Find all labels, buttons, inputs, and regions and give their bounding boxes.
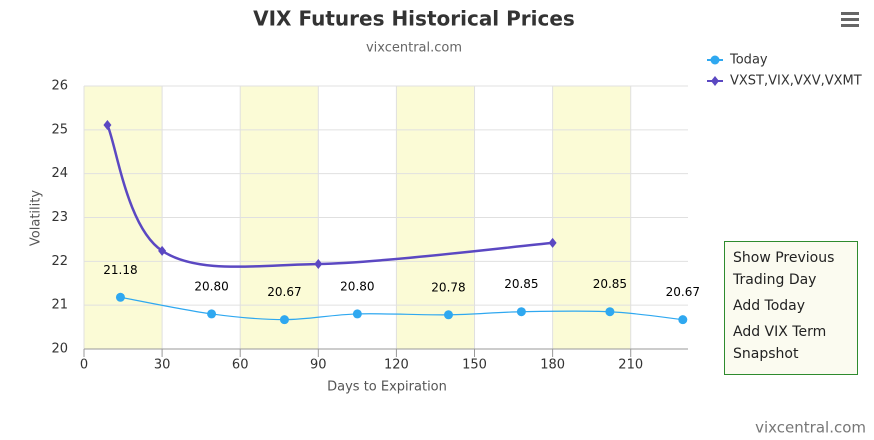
data-label: 20.78 [431, 280, 465, 294]
control-panel: Show Previous Trading Day Add Today Add VI… [724, 241, 858, 375]
x-tick-label: 210 [618, 358, 643, 373]
data-label: 21.18 [103, 263, 137, 277]
menu-button[interactable] [841, 12, 859, 27]
point-marker [207, 309, 217, 319]
point-marker [678, 315, 688, 325]
x-tick-label: 150 [462, 358, 487, 373]
point-marker [352, 309, 362, 319]
x-tick-label: 90 [310, 358, 327, 373]
point-marker [314, 258, 323, 269]
y-tick-label: 26 [51, 79, 68, 94]
legend-label: VXST,VIX,VXV,VXMT [730, 74, 862, 89]
control-button[interactable]: Show Previous Trading Day [733, 250, 835, 288]
point-marker [516, 307, 526, 317]
point-marker [443, 310, 453, 320]
data-label: 20.80 [194, 279, 228, 293]
x-tick-label: 180 [540, 358, 565, 373]
chart-title: VIX Futures Historical Prices [253, 7, 575, 31]
y-tick-label: 25 [51, 122, 68, 137]
point-marker [279, 315, 289, 325]
y-tick-label: 24 [51, 166, 68, 181]
point-marker [115, 292, 125, 302]
data-label: 20.80 [340, 279, 374, 293]
point-marker [548, 237, 557, 248]
y-tick-label: 20 [51, 342, 68, 357]
x-tick-label: 0 [80, 358, 88, 373]
y-tick-label: 23 [51, 210, 68, 225]
chart-subtitle: vixcentral.com [366, 41, 462, 56]
data-label: 20.67 [267, 285, 301, 299]
x-tick-label: 60 [232, 358, 249, 373]
x-tick-label: 30 [154, 358, 171, 373]
data-label: 20.85 [593, 277, 627, 291]
point-marker [103, 120, 112, 131]
plot-area [83, 85, 688, 350]
x-axis-title: Days to Expiration [327, 380, 447, 395]
legend-marker [711, 76, 719, 86]
point-marker [605, 307, 615, 317]
y-tick-label: 21 [51, 298, 68, 313]
credits: vixcentral.com [755, 419, 866, 437]
point-marker [158, 245, 167, 256]
data-label: 20.67 [666, 285, 700, 299]
legend-label: Today [729, 53, 768, 68]
legend-marker [710, 55, 720, 65]
data-label: 20.85 [504, 277, 538, 291]
control-button[interactable]: Add Today [733, 298, 806, 314]
y-axis-title: Volatility [29, 190, 44, 246]
x-tick-label: 120 [384, 358, 409, 373]
control-button[interactable]: Add VIX Term Snapshot [733, 324, 827, 362]
y-tick-label: 22 [51, 254, 68, 269]
series-line [106, 124, 553, 268]
